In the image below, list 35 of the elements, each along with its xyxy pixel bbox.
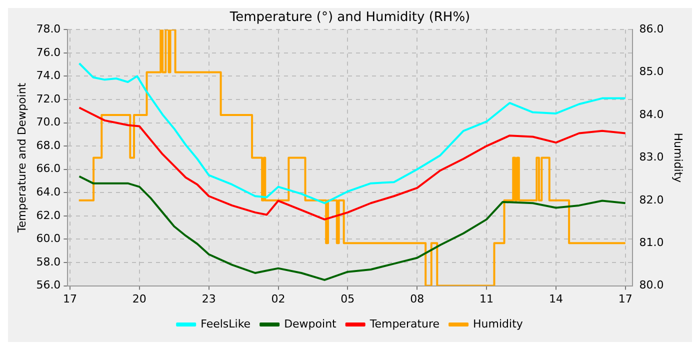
y-tick-label: 74.0 <box>36 69 61 82</box>
y2-tick-label: 82.0 <box>639 193 664 206</box>
y-tick-label: 62.0 <box>36 208 61 222</box>
x-tick-label: 14 <box>548 292 563 306</box>
x-tick-label: 02 <box>271 292 286 306</box>
y-tick-label: 76.0 <box>36 46 61 59</box>
y-tick-label: 56.0 <box>36 278 61 292</box>
y-axis-title: Temperature and Dewpoint <box>15 82 28 234</box>
x-tick-label: 17 <box>618 292 632 306</box>
y2-tick-label: 80.0 <box>639 278 664 292</box>
legend-label: Dewpoint <box>284 317 338 330</box>
y-tick-label: 66.0 <box>36 162 61 176</box>
y-tick-label: 58.0 <box>36 255 61 268</box>
legend-label: FeelsLike <box>200 317 251 330</box>
y-tick-label: 68.0 <box>36 138 61 152</box>
y-tick-label: 70.0 <box>36 116 61 129</box>
legend-label: Humidity <box>473 317 524 330</box>
x-tick-label: 08 <box>410 292 424 306</box>
y-tick-label: 60.0 <box>36 232 61 246</box>
y-tick-label: 72.0 <box>36 92 61 106</box>
chart-title: Temperature (°) and Humidity (RH%) <box>228 10 470 26</box>
y2-tick-label: 85.0 <box>639 65 664 78</box>
x-tick-label: 23 <box>202 292 216 306</box>
y2-tick-label: 84.0 <box>639 108 664 121</box>
y2-tick-label: 86.0 <box>639 22 664 36</box>
y2-axis-title: Humidity <box>672 132 685 184</box>
x-tick-label: 20 <box>132 292 146 306</box>
y-tick-label: 78.0 <box>36 22 61 36</box>
legend-label: Temperature <box>368 317 440 330</box>
x-tick-label: 17 <box>63 292 78 306</box>
y2-tick-label: 81.0 <box>639 236 664 249</box>
y2-tick-label: 83.0 <box>639 150 664 164</box>
x-tick-label: 05 <box>340 292 355 306</box>
y-tick-label: 64.0 <box>36 185 61 198</box>
x-tick-label: 11 <box>480 292 494 306</box>
